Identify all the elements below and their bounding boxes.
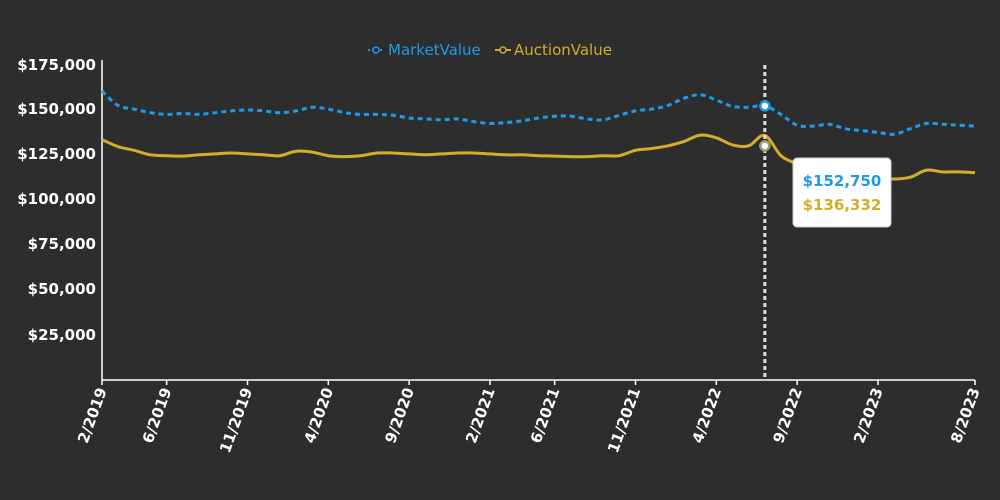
legend: MarketValue AuctionValue [368,41,612,59]
legend-item-market-value[interactable]: MarketValue [368,41,481,59]
y-tick-label: $150,000 [17,100,96,118]
y-tick-label: $175,000 [17,56,96,74]
x-tick-label: 4/2020 [300,385,337,445]
hover-point-market-value [759,100,771,112]
series-line-market-value [100,89,976,136]
x-tick-label: 8/2023 [947,385,984,445]
y-tick-label: $25,000 [28,326,96,344]
tooltip-market-value: $152,750 [803,172,882,190]
x-tick-labels: 2/2019 6/2019 11/2019 4/2020 9/2020 2/2021 6/2… [74,380,984,455]
x-tick-label: 9/2022 [769,385,806,445]
x-tick-label: 2/2021 [462,385,499,445]
x-tick-label: 6/2019 [139,385,176,445]
legend-item-auction-value[interactable]: AuctionValue [495,41,612,59]
x-tick-label: 2/2023 [850,385,887,445]
y-tick-label: $125,000 [17,145,96,163]
x-tick-label: 4/2022 [688,385,725,445]
x-tick-label: 11/2021 [604,385,644,455]
tooltip-auction-value: $136,332 [803,196,882,214]
y-tick-label: $50,000 [28,280,96,298]
x-tick-label: 6/2021 [527,385,564,445]
x-tick-label: 9/2020 [381,385,418,445]
legend-label-auction-value: AuctionValue [514,41,612,59]
hover-point-auction-value [759,140,771,152]
y-tick-label: $100,000 [17,190,96,208]
legend-label-market-value: MarketValue [388,41,481,59]
x-tick-label: 11/2019 [216,385,256,455]
y-tick-label: $75,000 [28,235,96,253]
tooltip: $152,750 $136,332 [792,157,892,228]
y-tick-labels: $25,000 $50,000 $75,000 $100,000 $125,00… [17,56,96,344]
x-tick-label: 2/2019 [74,385,111,445]
